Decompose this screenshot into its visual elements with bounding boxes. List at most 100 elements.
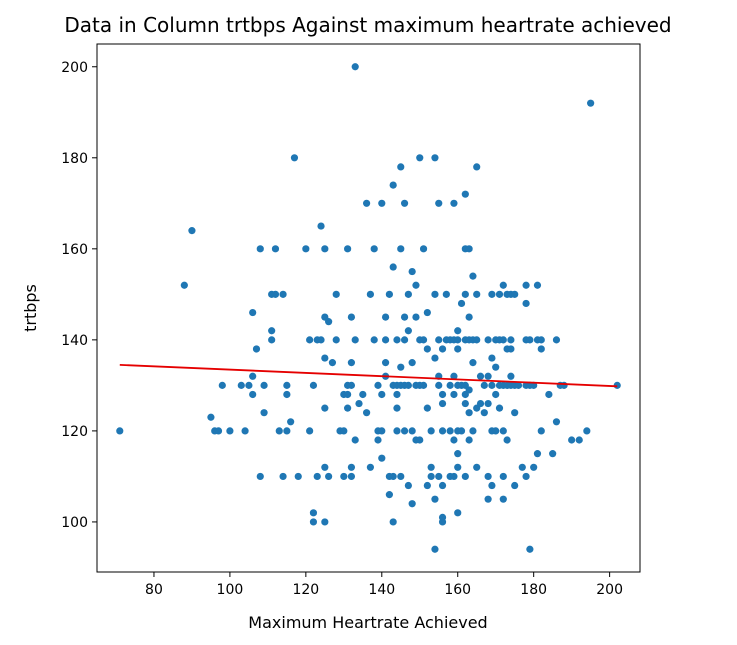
data-point: [416, 436, 424, 444]
data-point: [419, 245, 428, 253]
data-point: [461, 399, 469, 408]
data-point: [484, 372, 492, 380]
data-point: [549, 450, 557, 458]
data-point: [423, 345, 431, 353]
data-point: [351, 436, 359, 444]
data-point: [347, 472, 356, 481]
data-point: [268, 327, 276, 335]
data-point: [180, 281, 188, 289]
x-tick-label: 100: [217, 582, 244, 598]
data-point: [488, 354, 496, 362]
y-tick-label: 140: [61, 333, 88, 349]
data-point: [522, 299, 530, 308]
data-point: [302, 245, 310, 253]
data-point: [321, 354, 329, 362]
data-point: [450, 472, 458, 481]
data-point: [271, 290, 280, 298]
data-point: [427, 463, 435, 471]
data-point: [378, 427, 386, 435]
data-point: [499, 472, 507, 481]
data-point: [344, 404, 352, 412]
data-point: [484, 399, 492, 408]
data-point: [568, 436, 576, 444]
data-point: [499, 281, 507, 289]
data-point: [435, 199, 443, 207]
plot-area: [96, 43, 641, 573]
data-point: [218, 381, 226, 389]
data-point: [309, 381, 318, 389]
data-point: [503, 436, 511, 444]
data-point: [457, 299, 466, 308]
data-point: [400, 313, 409, 321]
data-point: [332, 336, 340, 344]
data-point: [237, 381, 245, 389]
data-point: [249, 390, 257, 399]
data-point: [347, 313, 356, 321]
data-point: [499, 336, 507, 344]
trend-line: [119, 363, 618, 388]
data-point: [457, 427, 466, 435]
data-point: [438, 399, 447, 408]
data-point: [465, 313, 473, 321]
data-point: [461, 472, 469, 481]
data-point: [351, 63, 359, 71]
data-point: [283, 381, 291, 389]
data-point: [385, 491, 393, 499]
data-point: [351, 336, 359, 344]
data-point: [423, 481, 431, 490]
data-point: [404, 327, 412, 335]
data-point: [419, 381, 428, 389]
data-point: [306, 336, 314, 344]
x-tick-label: 120: [292, 582, 319, 598]
data-point: [400, 427, 409, 435]
data-point: [385, 290, 393, 298]
data-point: [404, 381, 412, 389]
data-point: [283, 427, 291, 435]
data-point: [116, 427, 124, 435]
data-point: [393, 427, 401, 435]
data-point: [537, 336, 545, 344]
data-point: [465, 436, 473, 444]
data-point: [431, 354, 439, 362]
data-point: [347, 359, 356, 367]
data-point: [476, 372, 485, 380]
data-point: [252, 345, 261, 353]
x-tick-label: 80: [145, 582, 163, 598]
data-point: [473, 290, 481, 298]
data-point: [438, 390, 447, 399]
data-point: [442, 290, 450, 298]
data-point: [340, 472, 348, 481]
data-point: [454, 327, 462, 335]
data-point: [492, 390, 500, 399]
data-point: [188, 227, 196, 235]
data-point: [522, 472, 530, 481]
data-point: [370, 245, 378, 253]
data-point: [340, 427, 348, 435]
data-point: [450, 390, 458, 399]
data-point: [488, 290, 496, 298]
data-point: [317, 222, 325, 230]
data-point: [560, 381, 568, 389]
data-point: [325, 472, 333, 481]
data-point: [484, 336, 492, 344]
data-point: [397, 163, 405, 171]
data-point: [446, 381, 454, 389]
data-point: [438, 481, 447, 490]
data-point: [378, 454, 386, 462]
data-point: [397, 472, 405, 481]
data-point: [454, 450, 462, 458]
data-point: [363, 409, 371, 417]
data-point: [522, 281, 530, 289]
data-point: [533, 450, 542, 458]
data-point: [370, 336, 378, 344]
data-point: [249, 308, 257, 317]
data-point: [408, 359, 416, 367]
data-point: [347, 463, 356, 471]
data-point: [389, 472, 397, 481]
data-point: [279, 290, 287, 298]
data-point: [431, 154, 439, 162]
data-point: [397, 245, 405, 253]
data-point: [241, 427, 249, 435]
x-tick-label: 180: [520, 582, 547, 598]
data-point: [507, 372, 515, 380]
